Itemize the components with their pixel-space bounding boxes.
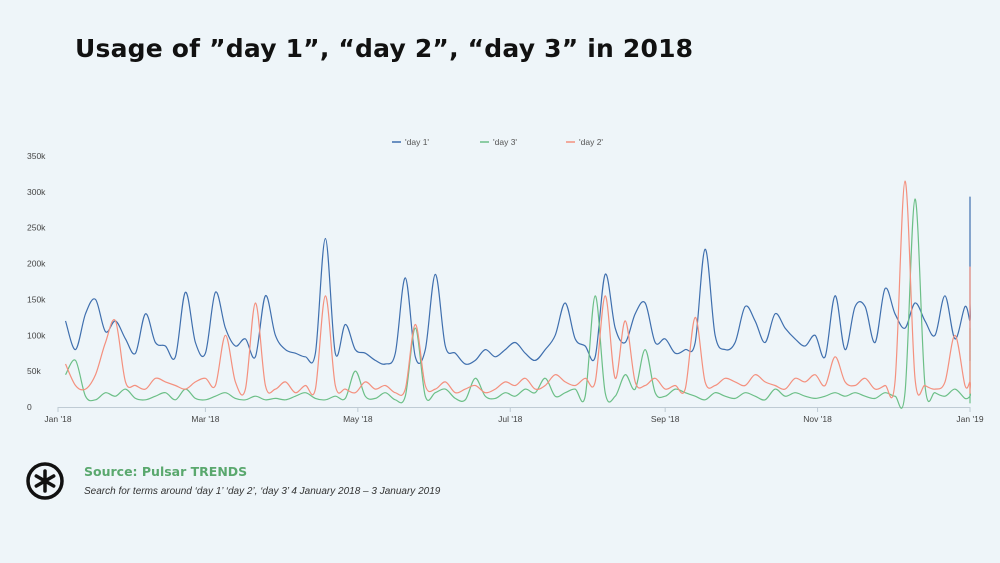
x-tick-label: Jul '18 — [498, 414, 523, 424]
y-tick-label: 0 — [27, 402, 32, 412]
y-tick-label: 250k — [27, 223, 46, 233]
page-title: Usage of ”day 1”, “day 2”, “day 3” in 20… — [75, 34, 694, 63]
series-line-day-2 — [64, 180, 971, 399]
legend-label-day-2: 'day 2' — [579, 137, 603, 147]
source-description: Search for terms around ‘day 1’ ‘day 2’,… — [84, 486, 441, 497]
source-label: Source: Pulsar TRENDS — [84, 464, 248, 479]
y-tick-label: 100k — [27, 330, 46, 340]
series-line-day-3 — [64, 198, 971, 409]
x-tick-label: Nov '18 — [803, 414, 832, 424]
x-tick-label: May '18 — [343, 414, 373, 424]
pulsar-asterisk-icon — [26, 462, 64, 500]
y-tick-label: 300k — [27, 187, 46, 197]
y-tick-label: 50k — [27, 366, 41, 376]
x-tick-label: Sep '18 — [651, 414, 680, 424]
line-chart: 0 50k 100k 150k 200k 250k 300k 350k Jan '18 Mar '… — [27, 137, 984, 424]
x-tick-label: Jan '18 — [44, 414, 71, 424]
x-tick-label: Jan '19 — [956, 414, 983, 424]
series-line-day-1 — [64, 196, 971, 365]
x-tick-label: Mar '18 — [191, 414, 219, 424]
y-tick-label: 150k — [27, 294, 46, 304]
y-tick-label: 350k — [27, 151, 46, 161]
legend-label-day-3: 'day 3' — [493, 137, 517, 147]
y-tick-label: 200k — [27, 259, 46, 269]
legend-label-day-1: 'day 1' — [405, 137, 429, 147]
